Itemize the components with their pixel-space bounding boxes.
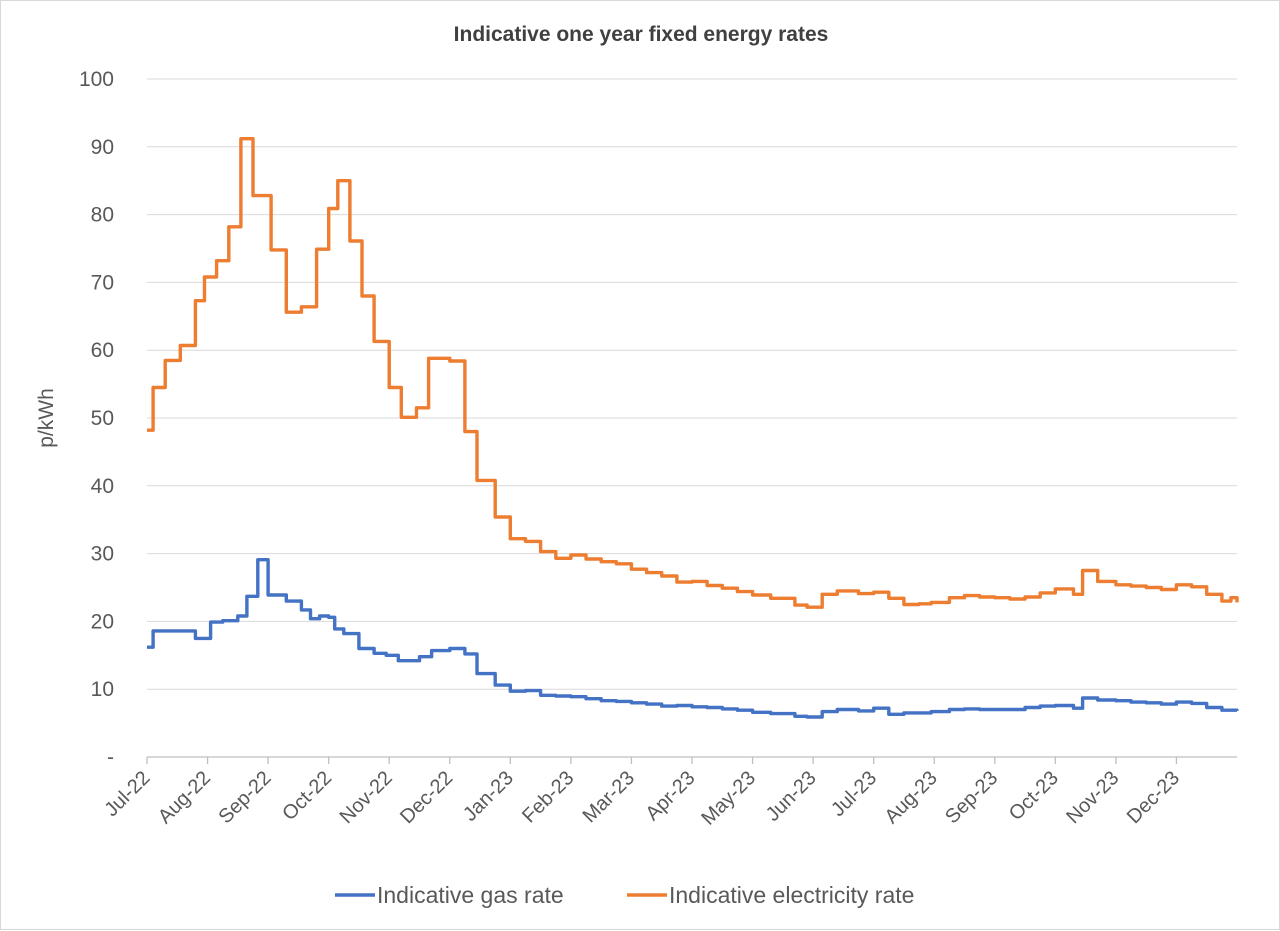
- x-tick-label: Apr-23: [642, 767, 700, 825]
- x-tick-label: May-23: [697, 767, 760, 830]
- y-axis-ticks: - 10 20 30 40 50 60 70 80 90 100: [79, 68, 114, 769]
- x-tick-label: Aug-22: [154, 767, 215, 828]
- x-tick-label: Nov-23: [1062, 767, 1123, 828]
- y-tick-label: 60: [91, 339, 114, 362]
- x-tick-label: Jul-22: [100, 767, 154, 821]
- series-line-gas: [147, 558, 1239, 719]
- y-axis-label: p/kWh: [35, 388, 58, 448]
- y-tick-label: 10: [91, 678, 114, 701]
- series-lines: [147, 137, 1239, 719]
- x-tick-label: Sep-22: [214, 767, 275, 828]
- x-tick-label: Nov-22: [336, 767, 397, 828]
- y-tick-label: 20: [91, 610, 114, 633]
- x-tick-label: Dec-23: [1123, 767, 1184, 828]
- x-tick-label: Oct-23: [1005, 767, 1063, 825]
- legend-label: Indicative gas rate: [377, 882, 564, 908]
- y-tick-label: 50: [91, 407, 114, 430]
- legend-label: Indicative electricity rate: [669, 882, 914, 908]
- y-tick-label: 70: [91, 271, 114, 294]
- y-tick-label: -: [107, 746, 114, 769]
- y-tick-label: 40: [91, 475, 114, 498]
- x-tick-label: Jul-23: [827, 767, 881, 821]
- x-tick-label: Feb-23: [518, 767, 578, 827]
- x-tick-label: Jan-23: [459, 767, 518, 826]
- x-tick-label: Jun-23: [762, 767, 821, 826]
- x-tick-label: Aug-23: [881, 767, 942, 828]
- x-tick-label: Dec-22: [396, 767, 457, 828]
- x-tick-label: Mar-23: [579, 767, 639, 827]
- y-tick-label: 80: [91, 204, 114, 227]
- x-axis-ticks: Jul-22 Aug-22 Sep-22 Oct-22 Nov-22 Dec-22 Jan-…: [100, 757, 1184, 830]
- y-tick-label: 100: [79, 68, 114, 91]
- series-line-electricity: [147, 137, 1239, 609]
- gridlines: [147, 78, 1237, 690]
- x-tick-label: Sep-23: [941, 767, 1002, 828]
- y-tick-label: 90: [91, 136, 114, 159]
- y-tick-label: 30: [91, 543, 114, 566]
- chart-title: Indicative one year fixed energy rates: [454, 23, 829, 46]
- x-tick-label: Oct-22: [278, 767, 336, 825]
- legend: Indicative gas rate Indicative electricit…: [335, 882, 914, 908]
